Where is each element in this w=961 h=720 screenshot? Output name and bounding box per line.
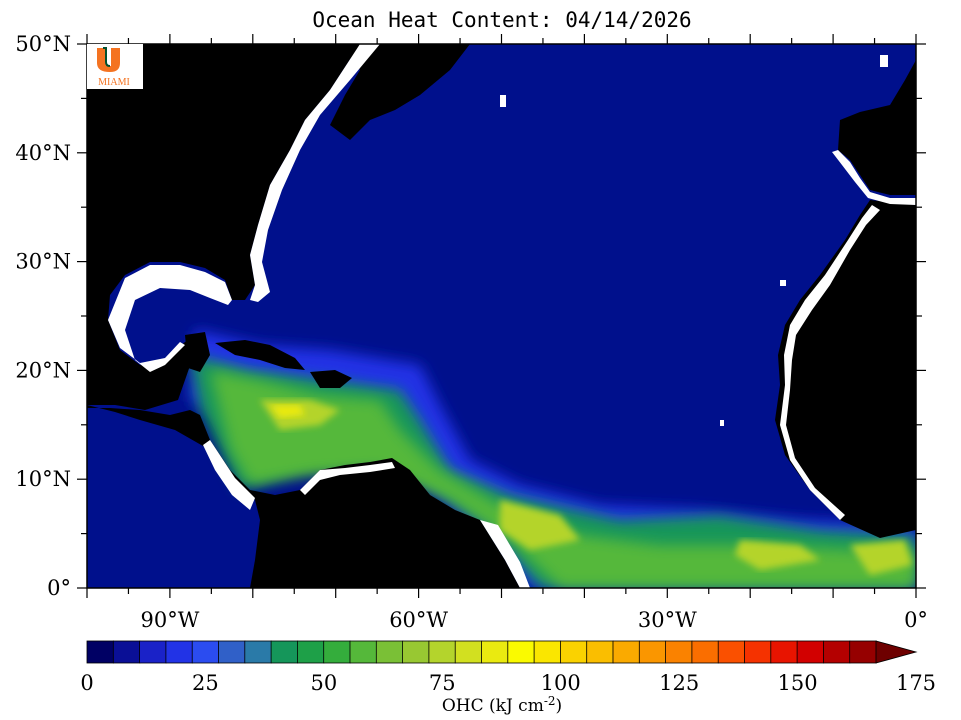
colorbar-swatch — [139, 640, 167, 664]
colorbar-swatch — [507, 640, 535, 664]
lon-tick-label: 0° — [904, 608, 928, 632]
lat-tick-label: 50°N — [15, 32, 71, 56]
colorbar-swatch — [612, 640, 641, 664]
colorbar-swatch — [402, 640, 430, 664]
miami-logo: MIAMI — [87, 44, 143, 89]
colorbar-swatch — [796, 640, 825, 664]
lat-tick-label: 20°N — [15, 358, 71, 382]
colorbar-swatch — [770, 640, 798, 664]
land-north-america — [87, 44, 360, 410]
nodata-coastal-margins — [108, 44, 916, 588]
colorbar-arrow — [875, 640, 918, 664]
colorbar-swatch — [296, 640, 325, 664]
colorbar-swatch — [165, 640, 193, 664]
land-europe — [838, 44, 916, 195]
colorbar-swatch — [323, 640, 351, 664]
lon-tick-label: 90°W — [140, 608, 199, 632]
colorbar-label: 175 — [896, 671, 936, 695]
colorbar-label: 0 — [80, 671, 93, 695]
colorbar-swatch — [481, 640, 509, 664]
colorbar-label: 100 — [541, 671, 581, 695]
land-africa — [775, 200, 916, 538]
colorbar-swatch — [744, 640, 772, 664]
land-hispaniola — [310, 370, 352, 388]
colorbar-swatch — [375, 640, 404, 664]
colorbar-swatch — [560, 640, 588, 664]
colorbar-swatch — [112, 640, 141, 664]
land-yucatan — [185, 332, 210, 372]
colorbar-swatch — [270, 640, 299, 664]
longitude-ticks: 90°W 60°W 30°W 0° — [86, 34, 928, 632]
colorbar-swatch — [823, 640, 851, 664]
colorbar-labels: 0 25 50 75 100 125 150 175 — [80, 671, 936, 695]
map-area — [87, 44, 916, 588]
colorbar-label: 50 — [310, 671, 337, 695]
latitude-ticks: 0° 10°N 20°N 30°N 40°N 50°N — [15, 32, 926, 600]
colorbar-swatch — [349, 640, 378, 664]
lon-tick-label: 60°W — [389, 608, 448, 632]
land-south-america — [87, 405, 520, 588]
colorbar — [86, 640, 918, 664]
colorbar-label: 125 — [659, 671, 699, 695]
land — [87, 44, 916, 588]
colorbar-swatch — [691, 640, 719, 664]
colorbar-swatch — [665, 640, 693, 664]
ohc-field — [190, 330, 916, 588]
colorbar-swatch — [717, 640, 746, 664]
colorbar-swatch — [244, 640, 272, 664]
colorbar-swatch — [218, 640, 246, 664]
colorbar-swatch — [86, 640, 115, 664]
colorbar-label: 75 — [429, 671, 456, 695]
lat-tick-label: 40°N — [15, 141, 71, 165]
colorbar-label: 25 — [192, 671, 219, 695]
lat-tick-label: 0° — [47, 576, 71, 600]
land-maritimes — [330, 44, 470, 140]
logo-text: MIAMI — [98, 77, 130, 88]
lon-tick-label: 30°W — [638, 608, 697, 632]
colorbar-title: OHC (kJ cm-2) — [442, 694, 562, 716]
map-title: Ocean Heat Content: 04/14/2026 — [312, 8, 691, 32]
colorbar-swatch — [191, 640, 220, 664]
lat-tick-label: 10°N — [15, 467, 71, 491]
colorbar-swatch — [428, 640, 456, 664]
colorbar-swatch — [849, 640, 877, 664]
lat-tick-label: 30°N — [15, 250, 71, 274]
colorbar-swatch — [533, 640, 562, 664]
colorbar-swatch — [454, 640, 483, 664]
colorbar-swatch — [638, 640, 667, 664]
colorbar-label: 150 — [778, 671, 818, 695]
colorbar-swatch — [586, 640, 614, 664]
land-cuba — [215, 340, 305, 370]
